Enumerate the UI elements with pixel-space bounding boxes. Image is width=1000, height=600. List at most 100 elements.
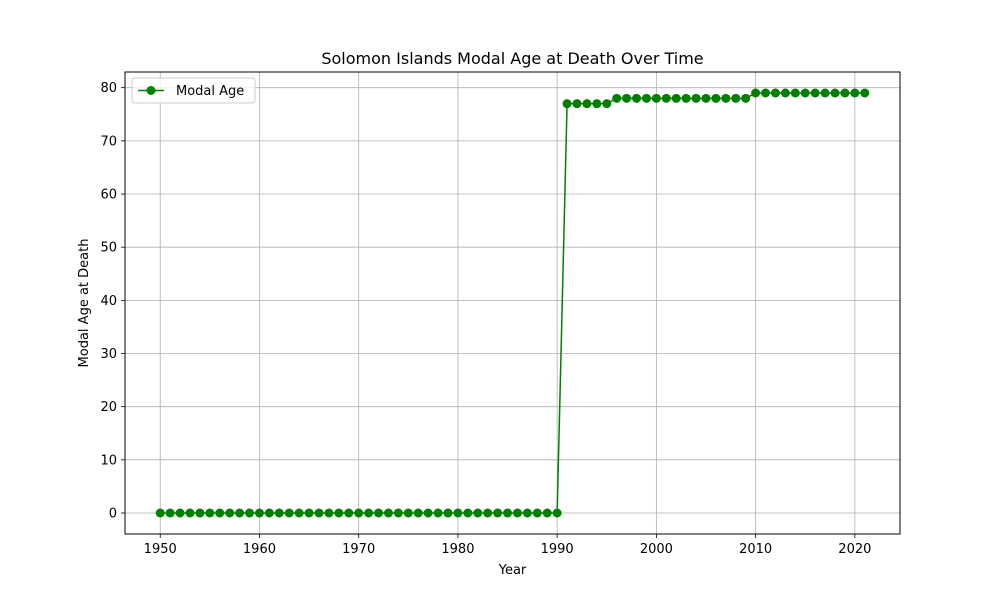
x-tick-label: 1960 — [243, 542, 276, 557]
data-point — [622, 93, 632, 103]
data-point — [403, 508, 413, 518]
data-point — [800, 88, 810, 98]
y-tick-label: 10 — [100, 453, 117, 468]
y-tick-label: 80 — [100, 81, 117, 96]
data-point — [254, 508, 264, 518]
data-point — [264, 508, 274, 518]
data-point — [225, 508, 235, 518]
data-point — [364, 508, 374, 518]
data-point — [483, 508, 493, 518]
data-point — [820, 88, 830, 98]
data-point — [284, 508, 294, 518]
data-point — [810, 88, 820, 98]
ticks: 1950 1960 1970 1980 1990 2000 2010 2020 0 10 20 30 4… — [100, 81, 871, 557]
series-layer — [155, 88, 870, 518]
data-point — [840, 88, 850, 98]
data-point — [552, 508, 562, 518]
y-tick-label: 0 — [109, 507, 117, 522]
data-point — [602, 99, 612, 109]
data-point — [770, 88, 780, 98]
data-point — [651, 93, 661, 103]
data-point — [433, 508, 443, 518]
data-point — [731, 93, 741, 103]
y-tick-label: 70 — [100, 134, 117, 149]
data-point — [512, 508, 522, 518]
data-point — [572, 99, 582, 109]
x-axis-label: Year — [498, 563, 527, 578]
data-point — [751, 88, 761, 98]
data-point — [721, 93, 731, 103]
data-point — [235, 508, 245, 518]
data-point — [632, 93, 642, 103]
data-point — [671, 93, 681, 103]
data-point — [790, 88, 800, 98]
x-tick-label: 2000 — [640, 542, 673, 557]
data-point — [344, 508, 354, 518]
data-point — [175, 508, 185, 518]
data-point — [393, 508, 403, 518]
data-point — [155, 508, 165, 518]
data-point — [761, 88, 771, 98]
x-tick-label: 1980 — [441, 542, 474, 557]
data-point — [493, 508, 503, 518]
data-point — [522, 508, 532, 518]
data-point — [612, 93, 622, 103]
data-point — [741, 93, 751, 103]
y-tick-label: 20 — [100, 400, 117, 415]
data-point — [374, 508, 384, 518]
data-point — [383, 508, 393, 518]
data-point — [205, 508, 215, 518]
data-point — [245, 508, 255, 518]
x-tick-label: 1990 — [541, 542, 574, 557]
data-point — [185, 508, 195, 518]
data-point — [324, 508, 334, 518]
data-point — [443, 508, 453, 518]
legend-marker-swatch — [146, 86, 156, 95]
data-point — [711, 93, 721, 103]
data-point — [592, 99, 602, 109]
data-point — [165, 508, 175, 518]
data-point — [780, 88, 790, 98]
data-point — [453, 508, 463, 518]
data-point — [195, 508, 205, 518]
data-point — [582, 99, 592, 109]
x-tick-label: 2010 — [739, 542, 772, 557]
legend: Modal Age — [131, 77, 256, 104]
data-point — [691, 93, 701, 103]
x-tick-label: 1970 — [342, 542, 375, 557]
data-point — [304, 508, 314, 518]
x-tick-label: 2020 — [838, 542, 871, 557]
chart-title: Solomon Islands Modal Age at Death Over … — [321, 49, 703, 68]
plot-frame — [124, 71, 901, 535]
data-point — [314, 508, 324, 518]
data-point — [850, 88, 860, 98]
y-tick-label: 60 — [100, 188, 117, 203]
y-tick-label: 50 — [100, 241, 117, 256]
y-tick-label: 40 — [100, 294, 117, 309]
data-point — [423, 508, 433, 518]
data-point — [334, 508, 344, 518]
data-point — [354, 508, 364, 518]
y-tick-label: 30 — [100, 347, 117, 362]
x-tick-label: 1950 — [144, 542, 177, 557]
legend-series-label: Modal Age — [176, 84, 244, 99]
data-point — [562, 99, 572, 109]
data-point — [701, 93, 711, 103]
data-point — [641, 93, 651, 103]
data-point — [681, 93, 691, 103]
data-point — [860, 88, 870, 98]
y-axis-label: Modal Age at Death — [77, 239, 92, 368]
data-point — [473, 508, 483, 518]
data-point — [413, 508, 423, 518]
legend-box — [131, 77, 256, 104]
data-point — [463, 508, 473, 518]
data-point — [542, 508, 552, 518]
data-point — [830, 88, 840, 98]
data-point — [294, 508, 304, 518]
data-point — [503, 508, 513, 518]
data-point — [532, 508, 542, 518]
data-point — [274, 508, 284, 518]
data-point — [661, 93, 671, 103]
